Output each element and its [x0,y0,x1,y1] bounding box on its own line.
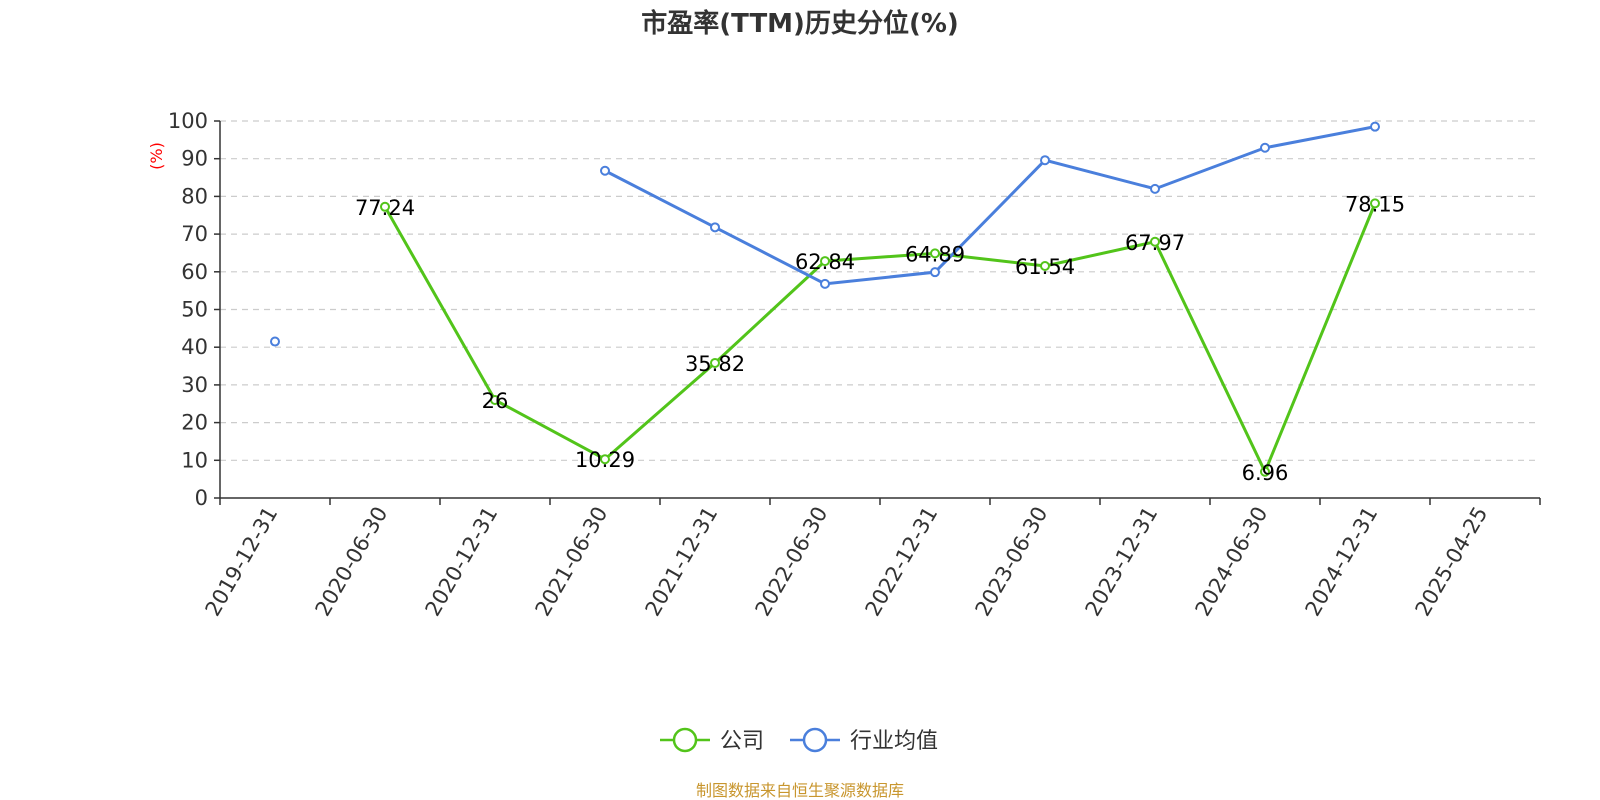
data-label: 26 [482,389,509,413]
data-label: 78.15 [1345,192,1405,216]
data-label: 10.29 [575,448,635,472]
source-note: 制图数据来自恒生聚源数据库 [696,781,904,800]
data-point[interactable] [380,201,390,212]
data-point[interactable] [490,394,500,405]
series-layer [270,121,1380,477]
data-point[interactable] [930,267,940,278]
x-tick-label: 2020-12-31 [421,503,503,621]
data-labels: 77.24 26 10.29 35.82 62.84 64.89 61.54 67.97 6.9… [355,192,1405,484]
x-tick-label: 2025-04-25 [1411,503,1493,621]
y-tick-label: 20 [181,411,208,435]
x-tick-label: 2023-06-30 [971,503,1053,621]
data-point[interactable] [710,357,720,368]
data-label: 62.84 [795,250,855,274]
legend-item-company[interactable]: 公司 [660,727,764,754]
x-tick-label: 2021-12-31 [641,503,723,621]
y-tick-label: 10 [181,448,208,472]
x-tick-labels: 2019-12-31 2020-06-30 2020-12-31 2021-06-30… [201,503,1493,621]
legend-marker [802,727,828,753]
data-point[interactable] [1150,236,1160,247]
x-tick-label: 2019-12-31 [201,503,283,621]
x-tick-label: 2022-06-30 [751,503,833,621]
y-tick-label: 60 [181,260,208,284]
data-point[interactable] [1040,260,1050,271]
x-tick-label: 2021-06-30 [531,503,613,621]
data-label: 67.97 [1125,231,1185,255]
data-point[interactable] [270,336,280,347]
legend[interactable]: 公司 行业均值 [660,727,938,754]
data-label: 6.96 [1242,461,1289,485]
grid-lines [220,120,1540,461]
y-tick-labels: 0 10 20 30 40 50 60 70 80 90 100 [168,109,208,510]
y-tick-label: 30 [181,373,208,397]
y-tick-label: 100 [168,109,208,133]
data-point[interactable] [1260,142,1270,153]
data-point[interactable] [1260,466,1270,477]
y-tick-label: 0 [195,486,208,510]
data-point[interactable] [710,222,720,233]
chart-title: 市盈率(TTM)历史分位(%) [641,8,959,39]
y-tick-label: 50 [181,298,208,322]
data-point[interactable] [1150,183,1160,194]
legend-label: 行业均值 [850,729,938,754]
y-tick-label: 90 [181,147,208,171]
x-tick-label: 2024-12-31 [1301,503,1383,621]
x-tick-label: 2023-12-31 [1081,503,1163,621]
y-tick-label: 80 [181,184,208,208]
legend-item-industry-avg[interactable]: 行业均值 [790,727,938,754]
legend-marker [672,727,698,753]
y-axis-label: (%) [147,142,166,170]
data-point[interactable] [820,256,830,267]
data-label: 64.89 [905,242,965,266]
series-company [380,198,1380,477]
legend-label: 公司 [720,729,764,754]
x-tick-label: 2024-06-30 [1191,503,1273,621]
data-point[interactable] [1040,155,1050,166]
data-point[interactable] [1370,121,1380,132]
series-line [604,125,1376,286]
axes [214,120,1541,505]
data-point[interactable] [820,278,830,289]
data-label: 61.54 [1015,255,1075,279]
data-label: 77.24 [355,196,415,220]
data-point[interactable] [930,248,940,259]
data-label: 35.82 [685,352,745,376]
data-point[interactable] [600,454,610,465]
series-industry-avg [270,121,1380,347]
data-point[interactable] [600,165,610,176]
x-tick-label: 2022-12-31 [861,503,943,621]
y-tick-label: 40 [181,335,208,359]
data-point[interactable] [1370,198,1380,209]
y-tick-label: 70 [181,222,208,246]
x-tick-label: 2020-06-30 [311,503,393,621]
series-line [383,202,1377,476]
